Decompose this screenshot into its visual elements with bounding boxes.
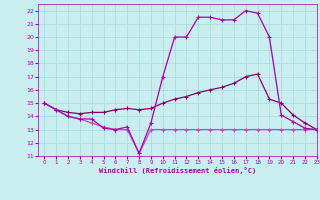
X-axis label: Windchill (Refroidissement éolien,°C): Windchill (Refroidissement éolien,°C) — [99, 167, 256, 174]
